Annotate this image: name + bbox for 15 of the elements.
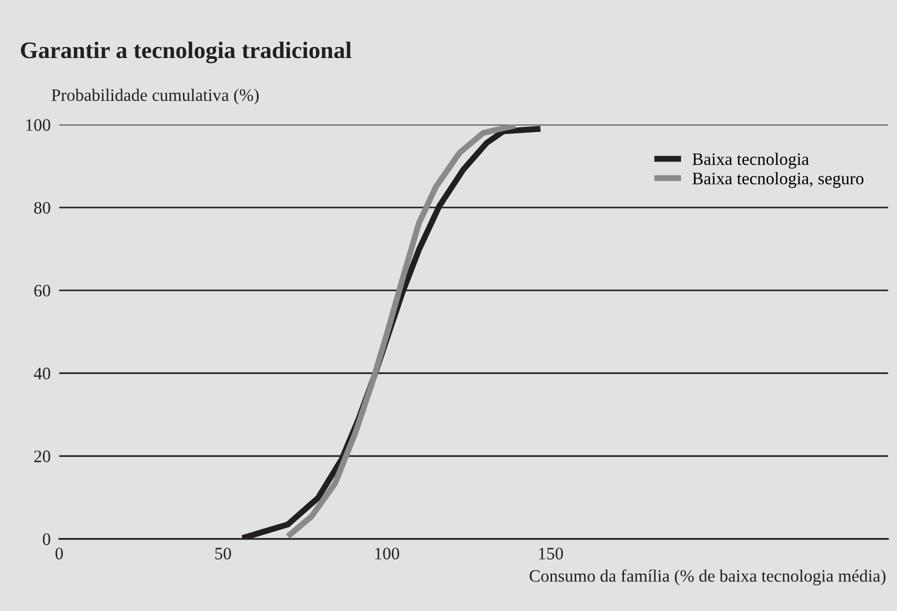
x-tick-label: 50 [215,548,232,560]
y-tick-label: 20 [34,450,50,462]
y-axis-title: Probabilidade cumulativa (%) [52,88,259,105]
y-tick-label: 80 [34,202,50,214]
chart-title: Garantir a tecnologia tradicional [20,42,352,64]
x-tick-label: 0 [56,548,63,560]
legend-label: Baixa tecnologia, seguro [692,172,864,188]
x-tick-label: 150 [539,548,563,560]
x-tick-label: 100 [375,548,400,560]
y-tick-label: 60 [34,284,50,297]
x-axis-title: Consumo da família (% de baixa tecnologia média) [530,569,886,586]
y-tick-label: 100 [26,119,50,131]
y-tick-label: 40 [34,368,50,380]
y-tick-label: 0 [42,533,50,546]
legend-label: Baixa tecnologia [692,152,809,169]
